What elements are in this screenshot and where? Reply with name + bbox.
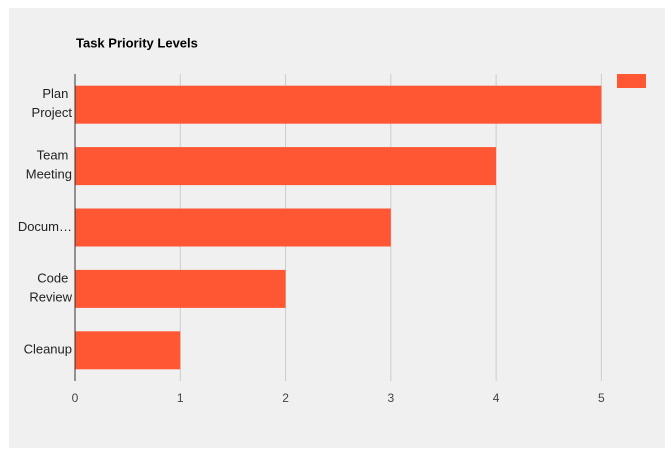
bar [75, 85, 602, 124]
y-tick-label: Cleanup [24, 342, 72, 357]
y-tick-label: Plan Project [32, 87, 73, 121]
bar [75, 147, 497, 186]
x-tick-label: 0 [72, 391, 79, 405]
x-tick-label: 4 [493, 391, 500, 405]
x-tick-label: 2 [282, 391, 289, 405]
bar [75, 208, 391, 247]
x-tick-label: 5 [598, 391, 605, 405]
y-tick-label: Team Meeting [26, 148, 72, 182]
legend-swatch [617, 74, 646, 88]
y-tick-label: Code Review [29, 271, 72, 305]
x-tick-label: 1 [177, 391, 184, 405]
chart-title: Task Priority Levels [76, 35, 198, 50]
x-tick-label: 3 [387, 391, 394, 405]
y-tick-label: Docum… [18, 219, 72, 234]
bar [75, 331, 181, 370]
bar [75, 269, 286, 308]
